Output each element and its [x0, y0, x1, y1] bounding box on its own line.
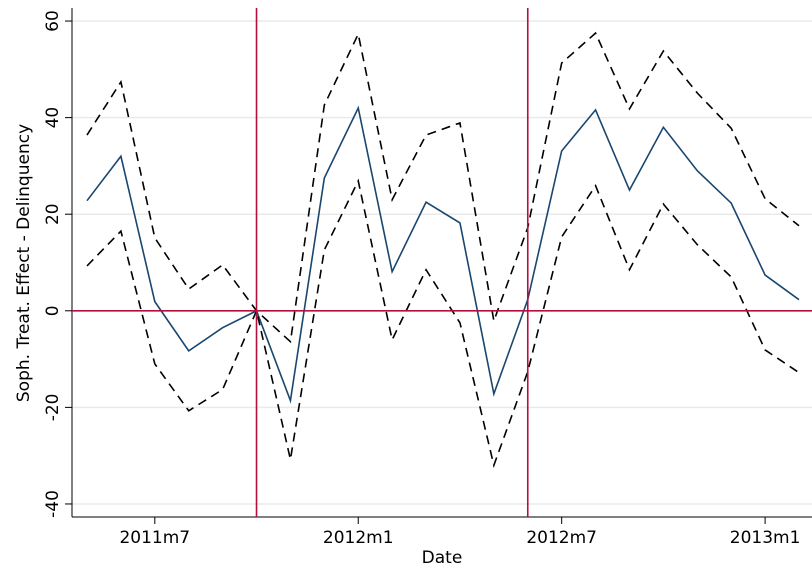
x-tick-label: 2012m1 — [323, 528, 394, 548]
y-tick-label: 40 — [43, 107, 63, 129]
y-axis-label: Soph. Treat. Effect - Delinquency — [14, 124, 34, 402]
y-tick-label: 20 — [43, 203, 63, 225]
series-line — [86, 105, 800, 404]
y-tick-label: 0 — [43, 305, 63, 316]
series-line — [86, 31, 800, 344]
x-axis-label: Date — [422, 548, 463, 568]
x-tick-label: 2012m7 — [526, 528, 597, 548]
x-tick-label: 2011m7 — [119, 528, 190, 548]
y-tick-label: -40 — [43, 490, 63, 518]
y-tick-label: 60 — [43, 10, 63, 32]
x-tick-label: 2013m1 — [730, 528, 801, 548]
y-tick-label: -20 — [43, 393, 63, 421]
series-line — [86, 178, 800, 469]
